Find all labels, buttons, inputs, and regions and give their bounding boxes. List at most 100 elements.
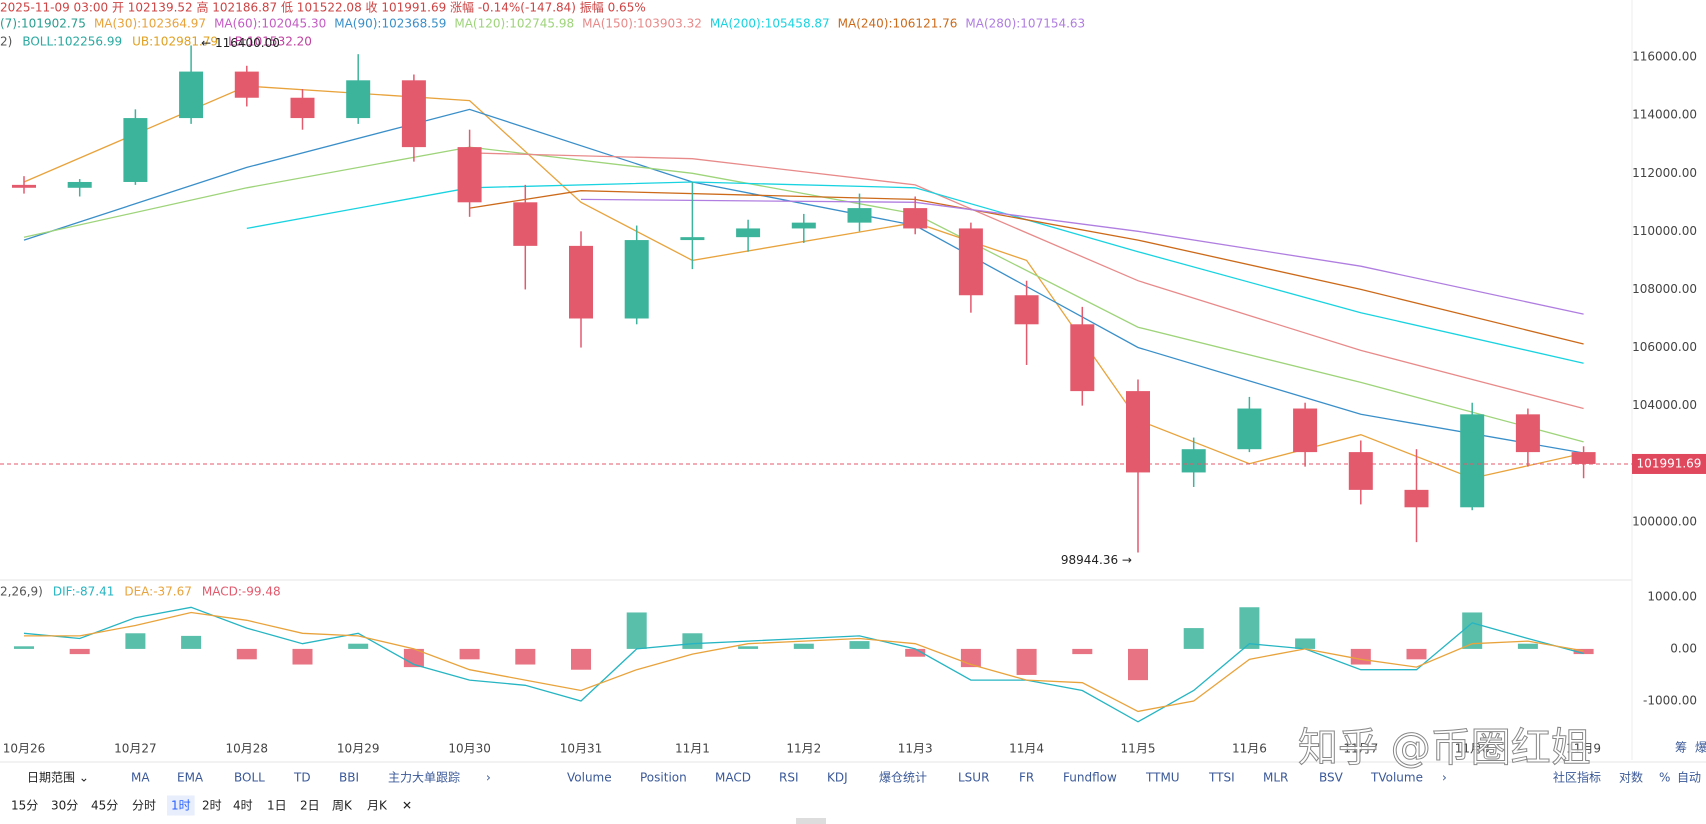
x-tick-label: 11月6: [1232, 742, 1267, 756]
sub-indicator-tab[interactable]: BSV: [1319, 771, 1344, 785]
sub-indicator-tab[interactable]: FR: [1019, 771, 1034, 785]
indicator-tab[interactable]: MA: [131, 771, 150, 785]
sub-indicator-tab[interactable]: KDJ: [827, 771, 848, 785]
interval-button[interactable]: 45分: [91, 799, 118, 813]
candle-body: [1293, 408, 1318, 453]
sub-indicator-tab[interactable]: MACD: [715, 771, 751, 785]
macd-bar: [125, 633, 146, 649]
sub-indicator-tab[interactable]: RSI: [779, 771, 799, 785]
chart-option[interactable]: %: [1659, 771, 1670, 785]
candle-body: [179, 71, 204, 119]
indicator-tab[interactable]: 主力大单跟踪: [388, 771, 460, 785]
macd-legend: MACD:-99.48: [202, 585, 281, 599]
candle-body: [624, 240, 649, 319]
dea-line: [24, 611, 1584, 713]
x-tick-label: 11月9: [1566, 742, 1601, 756]
high-annotation: ← 116400.00: [201, 36, 280, 50]
indicator-tab[interactable]: 日期范围 ⌄: [27, 771, 89, 785]
sub-indicator-tab[interactable]: Fundflow: [1063, 771, 1117, 785]
macd-bar: [849, 641, 870, 649]
interval-button[interactable]: 分时: [132, 799, 156, 813]
indicator-tab[interactable]: BBI: [339, 771, 359, 785]
candle-body: [234, 71, 259, 98]
sub-indicator-tab[interactable]: MLR: [1263, 771, 1288, 785]
y-tick-label: -1000.00: [1643, 693, 1697, 707]
candle-body: [1181, 449, 1206, 473]
interval-button[interactable]: 2日: [300, 799, 320, 813]
x-tick-label: 10月30: [448, 742, 491, 756]
sub-indicator-tab[interactable]: TTSI: [1208, 771, 1235, 785]
candle-body: [1571, 452, 1596, 464]
macd-legend: DEA:-37.67: [124, 585, 192, 599]
legend-entry: MA(120):102745.98: [454, 17, 574, 31]
resize-handle[interactable]: [796, 818, 826, 824]
legend-entry: (7):101902.75: [0, 17, 86, 31]
indicator-tab[interactable]: BOLL: [234, 771, 265, 785]
chart-option[interactable]: 自动: [1677, 771, 1701, 785]
ohlc-info: 2025-11-09 03:00 开 102139.52 高 102186.87…: [0, 0, 646, 15]
low-annotation: 98944.36 →: [1061, 553, 1132, 567]
legend-entry: MA(200):105458.87: [710, 17, 830, 31]
interval-button[interactable]: 月K: [367, 799, 388, 813]
macd-bar: [1573, 648, 1594, 655]
y-tick-label: 100000.00: [1632, 514, 1697, 528]
active-interval: [167, 795, 195, 816]
macd-bar: [1517, 643, 1538, 649]
boll-legend: UB:102981.79: [132, 35, 218, 49]
ma-line: [469, 190, 1584, 345]
interval-button[interactable]: ✕: [402, 799, 412, 813]
interval-button[interactable]: 2时: [202, 799, 222, 813]
side-button[interactable]: 筹: [1675, 741, 1687, 755]
candle-body: [346, 80, 371, 119]
ma-line: [23, 146, 1584, 443]
watermark: 知乎 @币圈红姐: [1298, 725, 1591, 771]
side-button[interactable]: 爆: [1695, 741, 1706, 755]
interval-button[interactable]: 30分: [51, 799, 78, 813]
chart-option[interactable]: 社区指标: [1553, 770, 1601, 785]
y-tick-label: 114000.00: [1632, 108, 1697, 122]
sub-indicator-tab[interactable]: Position: [640, 771, 687, 785]
sub-indicator-tab[interactable]: TTMU: [1145, 771, 1180, 785]
legend-entry: MA(30):102364.97: [94, 17, 206, 31]
macd-bar: [459, 648, 480, 660]
sub-indicator-tab[interactable]: 爆仓统计: [879, 771, 927, 785]
candle-body: [457, 147, 482, 203]
y-tick-label: 104000.00: [1632, 398, 1697, 412]
indicator-tab[interactable]: TD: [293, 771, 311, 785]
indicator-tab[interactable]: ›: [486, 771, 491, 785]
interval-button[interactable]: 1时: [171, 799, 191, 813]
indicator-tab[interactable]: EMA: [177, 771, 204, 785]
x-tick-label: 11月1: [675, 742, 710, 756]
chart-option[interactable]: 对数: [1619, 770, 1643, 785]
interval-button[interactable]: 1日: [267, 799, 287, 813]
y-tick-label: 110000.00: [1632, 224, 1697, 238]
ma-line: [580, 198, 1584, 315]
candle-body: [1348, 452, 1373, 490]
boll-legend: LB:101532.20: [228, 35, 312, 49]
macd-bar: [1016, 648, 1037, 675]
candle-body: [1237, 408, 1262, 450]
interval-button[interactable]: 周K: [332, 799, 353, 813]
y-tick-label: 1000.00: [1647, 589, 1697, 603]
ma-line: [23, 108, 1584, 454]
candle-body: [1404, 489, 1429, 508]
candle-body: [1014, 295, 1039, 325]
candle-body: [791, 222, 816, 229]
sub-indicator-tab[interactable]: LSUR: [958, 771, 989, 785]
sub-indicator-tab[interactable]: Volume: [567, 771, 612, 785]
sub-indicator-tab[interactable]: TVolume: [1370, 771, 1423, 785]
macd-bar: [348, 643, 369, 649]
legend-entry: MA(90):102368.59: [334, 17, 446, 31]
macd-bar: [69, 648, 90, 655]
macd-bar: [403, 648, 424, 668]
macd-bar: [1350, 648, 1371, 665]
candle-body: [680, 237, 705, 241]
macd-bar: [793, 643, 814, 649]
interval-button[interactable]: 4时: [233, 799, 253, 813]
sub-indicator-tab[interactable]: ›: [1442, 771, 1447, 785]
x-tick-label: 10月26: [3, 742, 46, 756]
macd-bar: [1072, 648, 1093, 655]
interval-button[interactable]: 15分: [11, 799, 38, 813]
